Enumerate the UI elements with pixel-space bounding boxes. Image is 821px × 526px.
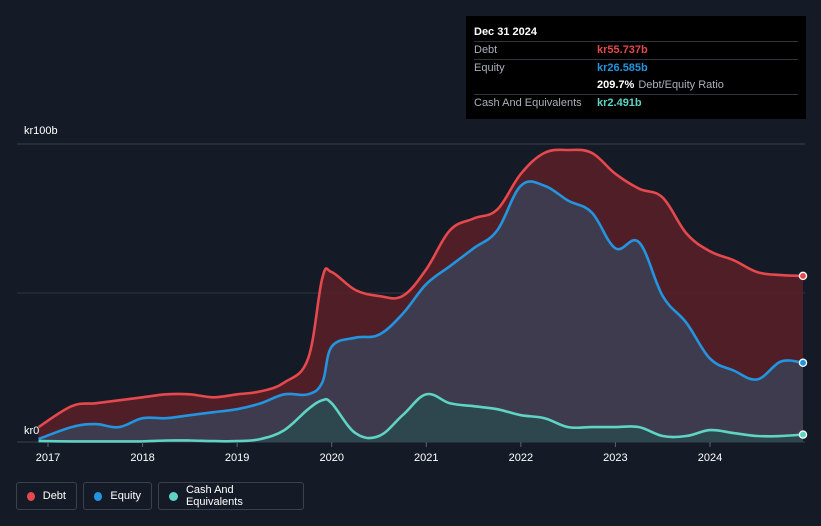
- area-cash-and-equivalents: [38, 393, 803, 442]
- tooltip-cash-label: Cash And Equivalents: [474, 97, 582, 109]
- x-tick-label: 2022: [509, 452, 533, 464]
- tooltip-cash-value: kr2.491b: [597, 97, 642, 109]
- y-axis-top-label: kr100b: [24, 125, 58, 137]
- tooltip-equity-value: kr26.585b: [597, 62, 648, 74]
- x-tick-label: 2023: [603, 452, 627, 464]
- tooltip-row-debt: Debt kr55.737b: [474, 41, 798, 59]
- series-line-cash-and-equivalents: [38, 392, 804, 443]
- x-tick-label: 2017: [36, 452, 60, 464]
- x-tick-label: 2018: [130, 452, 154, 464]
- x-tick-label: 2020: [319, 452, 343, 464]
- tooltip-row-equity: Equity kr26.585b: [474, 59, 798, 77]
- tooltip-ratio-label: [474, 77, 597, 94]
- legend-item-cash[interactable]: Cash And Equivalents: [158, 482, 304, 510]
- legend-cash-dot: [169, 491, 178, 501]
- x-tick-label: 2024: [698, 452, 722, 464]
- tooltip-debt-label: Debt: [474, 44, 498, 56]
- legend-equity-label: Equity: [110, 490, 141, 502]
- legend-cash-label: Cash And Equivalents: [185, 484, 243, 508]
- end-point-equity[interactable]: [798, 358, 808, 368]
- legend-item-debt[interactable]: Debt: [16, 482, 77, 510]
- legend-debt-label: Debt: [42, 490, 66, 502]
- tooltip-equity-label: Equity: [474, 62, 505, 74]
- tooltip-row-ratio: 209.7% Debt/Equity Ratio: [474, 77, 798, 94]
- series-line-equity: [38, 180, 804, 441]
- legend-equity-dot: [94, 491, 103, 501]
- tooltip-ratio-caption: Debt/Equity Ratio: [638, 79, 724, 91]
- end-point-cash-and-equivalents[interactable]: [798, 430, 808, 439]
- tooltip-ratio-value: 209.7%: [597, 79, 635, 91]
- x-tick-label: 2021: [414, 452, 438, 464]
- tooltip-panel: Dec 31 2024 Debt kr55.737b Equity kr26.5…: [466, 16, 806, 119]
- y-axis-bottom-label: kr0: [24, 425, 40, 437]
- tooltip-row-cash: Cash And Equivalents kr2.491b: [474, 94, 798, 112]
- tooltip-debt-value: kr55.737b: [597, 44, 648, 56]
- legend-item-equity[interactable]: Equity: [83, 482, 152, 510]
- x-tick-label: 2019: [225, 452, 249, 464]
- legend-debt-dot: [27, 491, 35, 501]
- tooltip-date: Dec 31 2024: [474, 26, 537, 38]
- end-point-debt[interactable]: [798, 271, 808, 281]
- series-line-debt: [37, 148, 804, 429]
